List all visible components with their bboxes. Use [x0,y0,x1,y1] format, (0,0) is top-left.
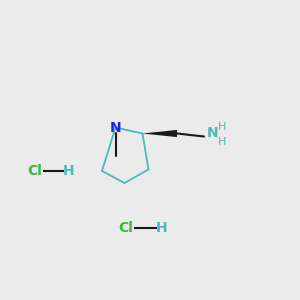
Text: H: H [156,221,167,235]
Text: H: H [218,122,226,132]
Text: Cl: Cl [27,164,42,178]
Text: N: N [110,121,121,134]
Text: N: N [207,127,219,140]
Polygon shape [142,130,177,137]
Text: H: H [218,136,226,147]
Text: H: H [63,164,74,178]
Text: Cl: Cl [118,221,134,235]
